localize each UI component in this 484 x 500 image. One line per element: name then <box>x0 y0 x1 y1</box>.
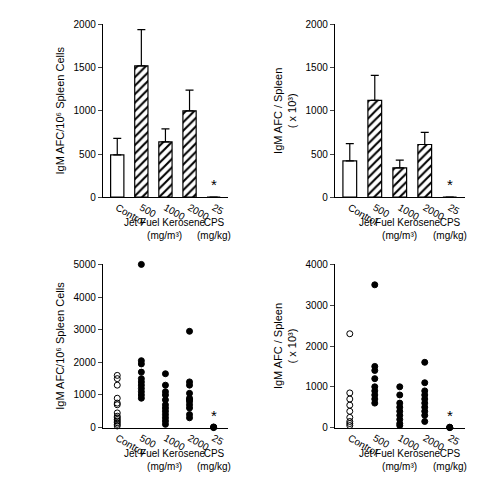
svg-text:25: 25 <box>446 432 462 447</box>
svg-text:4000: 4000 <box>74 292 97 303</box>
svg-text:500: 500 <box>371 202 391 220</box>
svg-text:IgM AFC / Spleen( x 10³): IgM AFC / Spleen( x 10³) <box>272 303 298 389</box>
svg-text:500: 500 <box>138 432 158 450</box>
svg-text:2000: 2000 <box>306 341 329 352</box>
svg-text:3000: 3000 <box>306 300 329 311</box>
svg-text:500: 500 <box>311 149 328 160</box>
svg-text:CPS(mg/kg): CPS(mg/kg) <box>197 448 231 472</box>
svg-text:25: 25 <box>446 202 462 217</box>
svg-text:3000: 3000 <box>74 324 97 335</box>
svg-text:500: 500 <box>79 149 96 160</box>
svg-text:Jet Fuel Kerosene(mg/m³): Jet Fuel Kerosene(mg/m³) <box>124 217 206 241</box>
svg-text:Jet Fuel Kerosene(mg/m³): Jet Fuel Kerosene(mg/m³) <box>359 448 441 472</box>
svg-text:1000: 1000 <box>396 202 421 223</box>
svg-text:1500: 1500 <box>306 62 329 73</box>
svg-text:IgM AFC/10⁶ Spleen Cells: IgM AFC/10⁶ Spleen Cells <box>54 282 66 410</box>
svg-text:CPS(mg/kg): CPS(mg/kg) <box>433 448 467 472</box>
svg-text:*: * <box>211 407 217 424</box>
svg-text:1000: 1000 <box>162 202 187 223</box>
svg-text:0: 0 <box>90 192 96 203</box>
svg-text:1000: 1000 <box>74 105 97 116</box>
svg-text:Control: Control <box>346 202 379 228</box>
svg-text:CPS(mg/kg): CPS(mg/kg) <box>433 217 467 241</box>
svg-text:2000: 2000 <box>306 19 329 30</box>
svg-text:Jet Fuel Kerosene(mg/m³): Jet Fuel Kerosene(mg/m³) <box>359 217 441 241</box>
svg-text:25: 25 <box>210 432 226 447</box>
svg-text:IgM AFC / Spleen( x 10³): IgM AFC / Spleen( x 10³) <box>272 68 298 154</box>
svg-text:5000: 5000 <box>74 259 97 270</box>
svg-text:CPS(mg/kg): CPS(mg/kg) <box>197 217 231 241</box>
svg-text:1000: 1000 <box>74 389 97 400</box>
svg-text:0: 0 <box>322 422 328 433</box>
svg-text:25: 25 <box>210 202 226 217</box>
svg-text:Control: Control <box>114 202 147 228</box>
svg-text:1000: 1000 <box>396 432 421 453</box>
svg-text:Jet Fuel Kerosene(mg/m³): Jet Fuel Kerosene(mg/m³) <box>124 448 206 472</box>
svg-text:2000: 2000 <box>186 432 211 453</box>
svg-text:2000: 2000 <box>74 357 97 368</box>
svg-text:Control: Control <box>346 432 379 458</box>
svg-text:IgM AFC/10⁶ Spleen Cells: IgM AFC/10⁶ Spleen Cells <box>54 47 66 175</box>
svg-text:1000: 1000 <box>162 432 187 453</box>
svg-text:*: * <box>211 176 217 193</box>
svg-text:4000: 4000 <box>306 259 329 270</box>
svg-text:*: * <box>447 407 453 424</box>
svg-text:0: 0 <box>322 192 328 203</box>
svg-text:1000: 1000 <box>306 105 329 116</box>
svg-text:2000: 2000 <box>421 432 446 453</box>
svg-text:0: 0 <box>90 422 96 433</box>
svg-text:1000: 1000 <box>306 381 329 392</box>
svg-text:*: * <box>447 176 453 193</box>
svg-text:2000: 2000 <box>186 202 211 223</box>
svg-text:500: 500 <box>138 202 158 220</box>
svg-text:2000: 2000 <box>421 202 446 223</box>
svg-text:2000: 2000 <box>74 19 97 30</box>
svg-text:1500: 1500 <box>74 62 97 73</box>
svg-text:Control: Control <box>114 432 147 458</box>
svg-text:500: 500 <box>371 432 391 450</box>
